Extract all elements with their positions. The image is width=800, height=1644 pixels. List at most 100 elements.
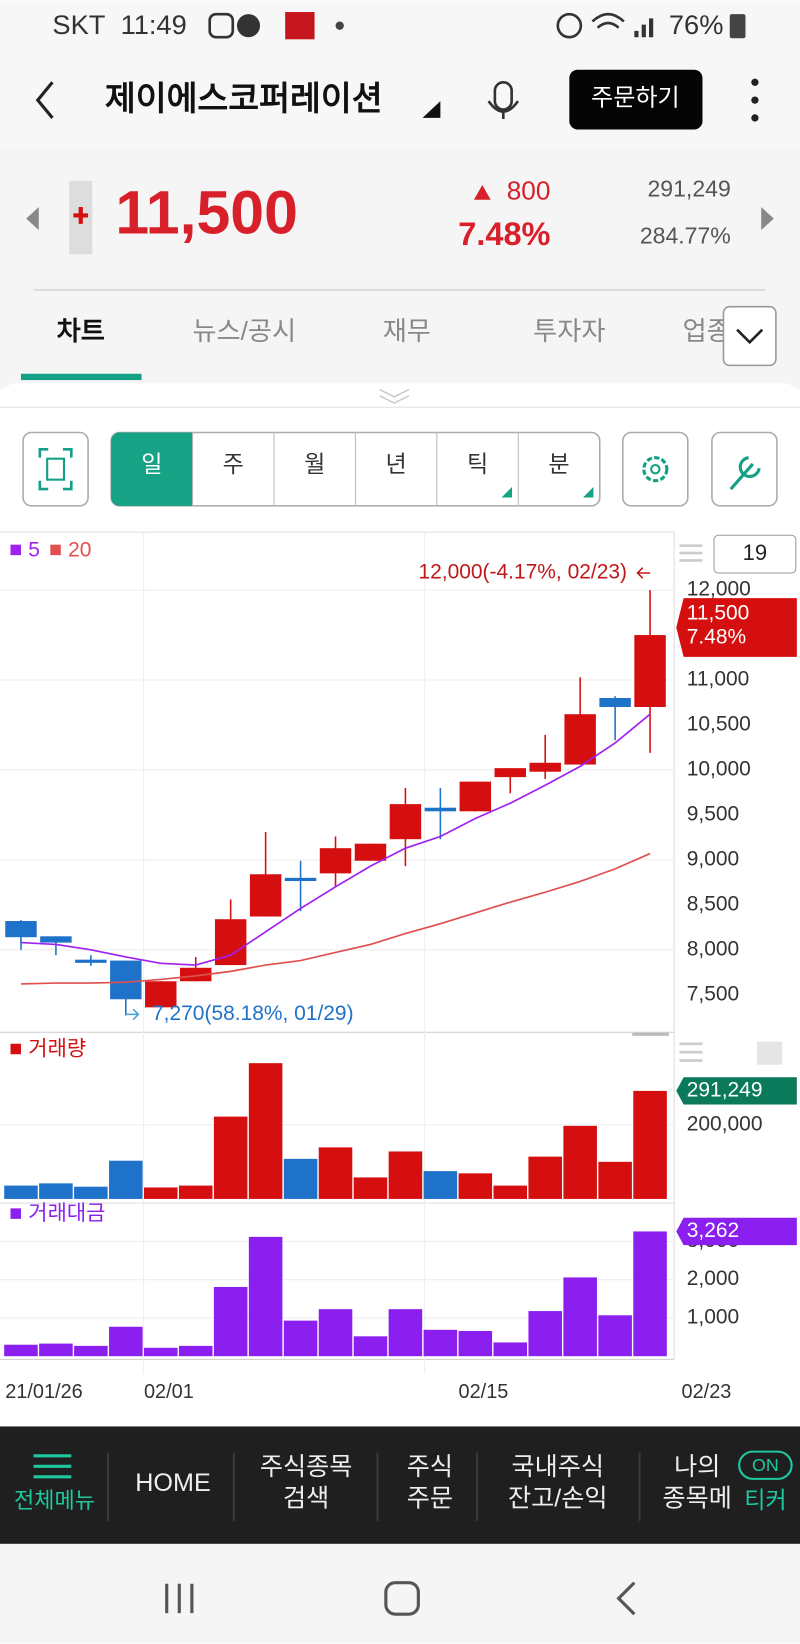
up-arrow	[473, 185, 491, 200]
nav-label[interactable]: 나의	[674, 1453, 720, 1481]
mini-candle	[73, 207, 89, 224]
period[interactable]: 분	[548, 451, 569, 477]
legend-label: 5	[28, 538, 40, 561]
candle-body	[494, 768, 526, 778]
fullscreen-button[interactable]	[22, 431, 89, 507]
low-annotation: 7,270(58.18%, 01/29)	[152, 1002, 354, 1025]
candle-body	[424, 807, 457, 812]
nav-label[interactable]: 주식	[407, 1453, 453, 1481]
bar	[74, 1345, 108, 1357]
candle-body	[40, 936, 72, 943]
mic-button[interactable]	[493, 80, 513, 111]
period[interactable]: 일	[141, 451, 162, 477]
panel-menu[interactable]	[679, 544, 703, 1062]
clock: 11:49	[121, 9, 187, 40]
y-tick-label: 2,000	[687, 1267, 739, 1290]
toggle-label: ON	[752, 1455, 779, 1475]
candle-body	[179, 967, 212, 982]
ticker-toggle[interactable]	[738, 1450, 793, 1480]
bar	[109, 1160, 143, 1199]
tab-underline	[20, 373, 142, 381]
candle-body	[75, 959, 107, 963]
back-button[interactable]	[35, 81, 54, 119]
tab[interactable]: 투자자	[533, 316, 605, 346]
candle-body	[145, 981, 177, 1008]
moving-average	[20, 713, 651, 966]
period[interactable]: 주	[223, 451, 244, 477]
panel-close[interactable]	[757, 1041, 783, 1065]
bar	[353, 1177, 388, 1199]
bar	[633, 1231, 667, 1357]
bar	[4, 1344, 38, 1357]
order-button[interactable]	[569, 69, 703, 130]
settings-button[interactable]	[622, 431, 689, 507]
battery-icon	[729, 14, 746, 39]
period-selected	[111, 432, 193, 506]
count: 19	[743, 540, 767, 565]
bar	[248, 1063, 283, 1199]
status-icon	[285, 12, 315, 40]
stock-name[interactable]: 제이에스코퍼레이션	[105, 80, 383, 118]
nav-label[interactable]: 검색	[283, 1484, 329, 1512]
next-stock[interactable]	[761, 207, 774, 231]
more-menu[interactable]	[751, 78, 759, 86]
candle-body	[110, 960, 142, 1000]
nav-label[interactable]: HOME	[135, 1469, 210, 1497]
candle-body	[319, 848, 352, 874]
annotation-arrow	[125, 1008, 140, 1021]
bar	[283, 1320, 318, 1357]
tools-button[interactable]	[711, 431, 778, 507]
nav-label[interactable]: 국내주식	[512, 1453, 605, 1481]
price-tag-change: 7.48%	[687, 626, 746, 649]
bar	[39, 1343, 73, 1357]
quote-bg	[0, 147, 800, 389]
more-menu[interactable]	[751, 114, 759, 122]
period[interactable]: 월	[304, 451, 325, 477]
tab[interactable]: 업종	[683, 316, 731, 346]
order-button-label[interactable]: 주문하기	[591, 84, 680, 111]
home-button[interactable]	[384, 1581, 420, 1616]
tab[interactable]: 재무	[383, 316, 431, 346]
back-system-button[interactable]	[616, 1581, 636, 1616]
ticker-label[interactable]: 티커	[744, 1487, 786, 1513]
y-tick-label: 8,000	[687, 937, 739, 960]
nav-label[interactable]: 잔고/손익	[508, 1484, 608, 1512]
count-box[interactable]	[713, 534, 797, 574]
tab-dropdown[interactable]	[722, 305, 777, 367]
bar	[318, 1309, 353, 1357]
fullscreen-icon	[46, 457, 66, 481]
bar	[458, 1330, 493, 1357]
value-tag-label: 3,262	[687, 1219, 739, 1242]
tab[interactable]: 뉴스/공시	[192, 316, 296, 346]
y-tick-label: 11,000	[687, 668, 750, 691]
bar	[528, 1156, 562, 1199]
panel-title: 거래량	[28, 1038, 86, 1061]
bar	[143, 1187, 178, 1199]
nav-label[interactable]: 주식종목	[260, 1453, 353, 1481]
collapse-handle[interactable]	[379, 388, 410, 405]
bar	[493, 1185, 528, 1199]
candle-body	[529, 762, 561, 772]
period[interactable]: 틱	[467, 451, 488, 477]
gear-icon	[650, 463, 661, 475]
annotation-arrow	[636, 567, 651, 579]
x-tick-label: 02/23	[682, 1381, 732, 1403]
y-tick-label: 7,500	[687, 982, 739, 1005]
panel-legend-swatch	[10, 1043, 21, 1055]
dropdown-chevron	[736, 328, 764, 345]
prev-stock[interactable]	[26, 207, 39, 231]
value-tag	[676, 1077, 797, 1105]
period[interactable]: 년	[386, 451, 407, 477]
menu-icon	[33, 1454, 72, 1479]
recents-button[interactable]	[165, 1583, 194, 1614]
nav-label[interactable]: 전체메뉴	[14, 1488, 95, 1513]
tab[interactable]: 차트	[57, 316, 105, 346]
x-tick-label: 21/01/26	[5, 1381, 83, 1403]
more-menu[interactable]	[751, 96, 759, 104]
price-change: 800	[507, 175, 551, 205]
name-dropdown[interactable]	[422, 101, 441, 118]
nav-label[interactable]: 종목메	[663, 1484, 732, 1512]
nav-label[interactable]: 주문	[407, 1484, 453, 1512]
carrier: SKT	[52, 9, 105, 40]
